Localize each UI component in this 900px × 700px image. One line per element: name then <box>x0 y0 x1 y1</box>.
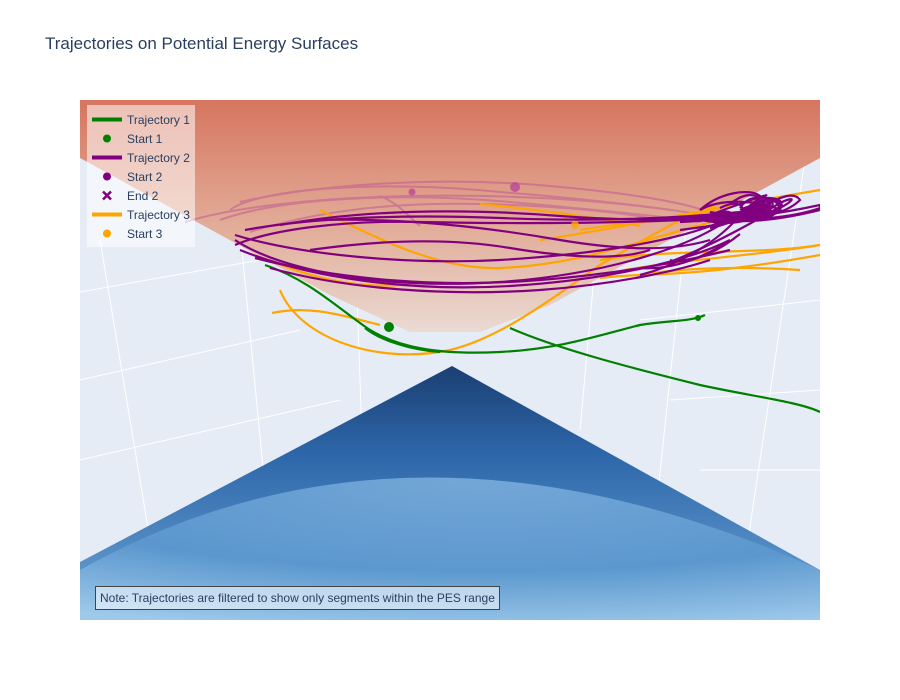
legend-label-start-3: Start 3 <box>127 227 163 241</box>
trajectory-1 <box>264 263 820 413</box>
legend-symbol-end-2 <box>92 186 124 205</box>
legend: Trajectory 1 Start 1 Trajectory 2 Start 2 En… <box>87 105 195 247</box>
grid-line <box>80 399 341 461</box>
lower-surface <box>80 366 820 620</box>
legend-item-end-2[interactable]: End 2 <box>87 186 195 205</box>
filter-note: Note: Trajectories are filtered to show … <box>95 586 500 610</box>
scene-canvas <box>80 100 820 620</box>
chart-title: Trajectories on Potential Energy Surface… <box>45 34 359 53</box>
trajectory-2-point <box>408 188 416 196</box>
trajectory-1-end-point <box>695 315 701 321</box>
grid-line <box>80 329 301 381</box>
legend-label-end-2: End 2 <box>127 189 159 203</box>
legend-symbol-start-3 <box>92 224 124 243</box>
legend-symbol-start-2 <box>92 167 124 186</box>
legend-symbol-start-1 <box>92 129 124 148</box>
trajectory-2 <box>234 190 820 294</box>
legend-label-trajectory-2: Trajectory 2 <box>127 151 190 165</box>
grid-line <box>744 159 806 561</box>
legend-symbol-trajectory-2 <box>92 148 124 167</box>
legend-label-start-2: Start 2 <box>127 170 163 184</box>
legend-label-trajectory-1: Trajectory 1 <box>127 113 190 127</box>
legend-item-start-1[interactable]: Start 1 <box>87 129 195 148</box>
grid-line <box>99 239 156 571</box>
trajectory-3 <box>269 188 820 356</box>
legend-label-start-1: Start 1 <box>127 132 163 146</box>
lower-surface-bowl <box>80 477 820 620</box>
legend-symbol-trajectory-1 <box>92 110 124 129</box>
start-3-marker[interactable] <box>571 221 579 229</box>
legend-item-start-3[interactable]: Start 3 <box>87 224 195 243</box>
legend-item-trajectory-3[interactable]: Trajectory 3 <box>87 205 195 224</box>
plot-scene[interactable] <box>80 100 820 620</box>
legend-item-trajectory-1[interactable]: Trajectory 1 <box>87 110 195 129</box>
legend-symbol-trajectory-3 <box>92 205 124 224</box>
grid-line <box>639 299 820 321</box>
start-2-marker[interactable] <box>510 182 520 192</box>
trajectories <box>184 180 820 413</box>
legend-label-trajectory-3: Trajectory 3 <box>127 208 190 222</box>
legend-item-start-2[interactable]: Start 2 <box>87 167 195 186</box>
grid-line <box>80 259 261 293</box>
start-1-marker[interactable] <box>384 322 394 332</box>
legend-item-trajectory-2[interactable]: Trajectory 2 <box>87 148 195 167</box>
